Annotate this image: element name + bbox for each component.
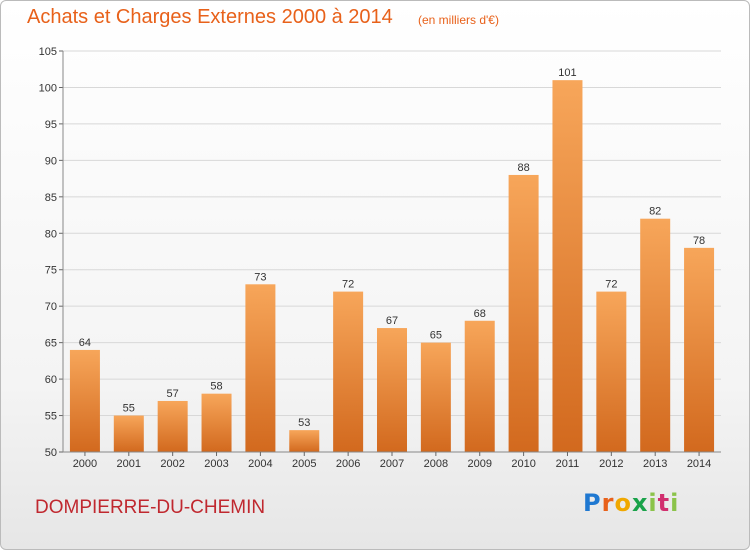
bar-2008: [420, 342, 451, 452]
data-label-2000: 64: [79, 337, 91, 349]
x-tick-label-2002: 2002: [160, 458, 184, 470]
x-tick-label-2005: 2005: [292, 458, 316, 470]
bar-2006: [333, 291, 364, 452]
bar-2014: [684, 247, 715, 452]
y-tick-label: 65: [45, 338, 57, 350]
data-label-2003: 58: [210, 381, 222, 393]
chart-title: Achats et Charges Externes 2000 à 2014: [27, 6, 393, 28]
x-tick-label-2012: 2012: [599, 458, 623, 470]
x-tick-label-2006: 2006: [336, 458, 360, 470]
y-tick-label: 105: [39, 46, 57, 58]
data-label-2001: 55: [123, 403, 135, 415]
y-tick-label: 60: [45, 374, 57, 386]
bar-2009: [464, 320, 495, 452]
y-tick-label: 75: [45, 265, 57, 277]
bar-2010: [508, 174, 539, 453]
data-label-2007: 67: [386, 315, 398, 327]
y-tick-label: 100: [39, 82, 57, 94]
data-label-2010: 88: [517, 162, 529, 174]
data-label-2014: 78: [693, 235, 705, 247]
x-axis: 2000 2001 2002 2003 2004 2005 2006 2007 2008 2009…: [63, 451, 721, 470]
x-tick-label-2001: 2001: [117, 458, 141, 470]
data-label-2013: 82: [649, 206, 661, 218]
x-tick-label-2013: 2013: [643, 458, 667, 470]
x-tick-label-2008: 2008: [424, 458, 448, 470]
y-tick-label: 50: [45, 447, 57, 459]
data-label-2009: 68: [474, 308, 486, 320]
data-label-2005: 53: [298, 417, 310, 429]
bars: [69, 80, 715, 453]
y-tick-label: 80: [45, 228, 57, 240]
y-tick-label: 70: [45, 301, 57, 313]
bar-2001: [113, 415, 144, 452]
bar-2013: [640, 218, 671, 452]
x-tick-label-2004: 2004: [248, 458, 272, 470]
data-label-2011: 101: [558, 67, 576, 79]
data-label-2006: 72: [342, 279, 354, 291]
x-tick-label-2011: 2011: [556, 458, 580, 470]
x-tick-label-2000: 2000: [73, 458, 97, 470]
x-tick-label-2009: 2009: [467, 458, 491, 470]
data-label-2002: 57: [167, 388, 179, 400]
y-tick-label: 85: [45, 192, 57, 204]
data-labels: 64 55 57 58 73 53 72 67 65 68 88 101 72 82 78: [79, 67, 705, 429]
bar-2002: [157, 400, 188, 452]
bar-2000: [69, 349, 100, 452]
x-tick-label-2014: 2014: [687, 458, 711, 470]
bar-2004: [245, 284, 276, 452]
bar-2011: [552, 80, 583, 452]
data-label-2004: 73: [254, 271, 266, 283]
y-tick-label: 55: [45, 411, 57, 423]
location-name: DOMPIERRE-DU-CHEMIN: [35, 497, 266, 518]
bar-2012: [596, 291, 627, 452]
y-axis: 50 55 60 65 70 75 80 85 90 95 100 105: [39, 46, 64, 459]
y-tick-label: 95: [45, 119, 57, 131]
data-label-2012: 72: [605, 279, 617, 291]
bar-2005: [289, 430, 320, 452]
x-tick-label-2010: 2010: [511, 458, 535, 470]
bar-2003: [201, 393, 232, 452]
data-label-2008: 65: [430, 330, 442, 342]
x-tick-label-2003: 2003: [204, 458, 228, 470]
chart-subtitle: (en milliers d'€): [418, 13, 499, 27]
y-tick-label: 90: [45, 155, 57, 167]
proxiti-logo[interactable]: Proxiti: [583, 489, 680, 517]
bar-2007: [377, 328, 407, 452]
x-tick-label-2007: 2007: [380, 458, 404, 470]
